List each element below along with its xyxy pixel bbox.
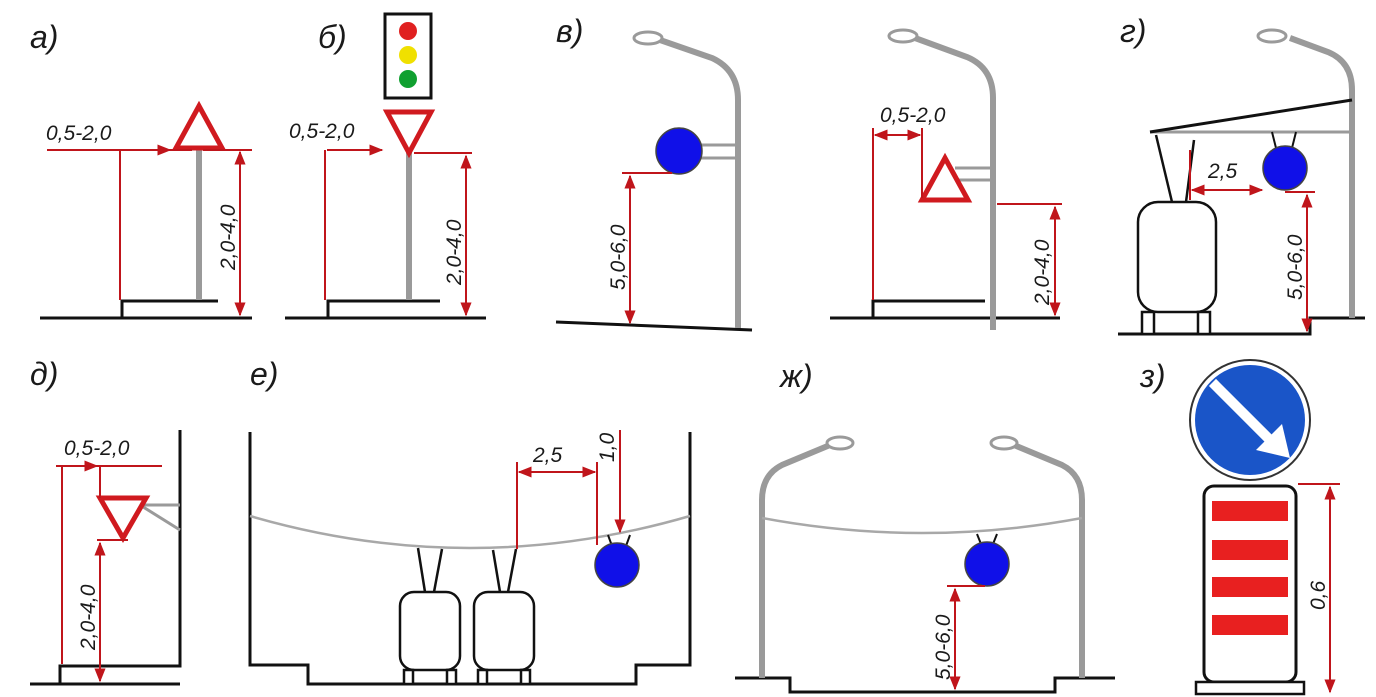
- traffic-light-icon: [383, 12, 433, 100]
- round-sign-icon: [594, 542, 640, 588]
- street-profile: [248, 432, 692, 686]
- bollard: [1194, 484, 1306, 696]
- lamp-head: [989, 435, 1019, 451]
- dim-vertical-label: 2,0-4,0: [443, 219, 466, 286]
- panel-label-zh: ж): [778, 358, 813, 394]
- triangle-sign-icon: [171, 100, 227, 151]
- panel-z: з) 0,6: [1139, 358, 1340, 696]
- triangle-sign-icon: [95, 495, 151, 544]
- panel-zh: ж) 5,0-6,0: [735, 358, 1115, 694]
- trolleybus-icon: [1136, 134, 1218, 336]
- triangle-sign-icon: [917, 152, 973, 203]
- ground-line: [555, 320, 753, 332]
- sign-hanger: [1291, 131, 1297, 149]
- dim-horizontal-label: 0,5-2,0: [46, 122, 112, 145]
- round-sign-icon: [655, 127, 703, 175]
- sign-bracket: [139, 503, 181, 532]
- lamp-head: [887, 28, 919, 44]
- panel-label-e: е): [250, 356, 278, 392]
- panel-label-v: в): [556, 13, 583, 49]
- panel-label-b: б): [318, 19, 347, 55]
- building-wall: [58, 430, 182, 684]
- contact-wire: [761, 516, 1083, 535]
- trolleybus-icon: [398, 547, 462, 686]
- curb: [871, 299, 985, 318]
- panel-label-d: д): [30, 356, 58, 392]
- dim-horizontal-label: 2,5: [1207, 160, 1238, 183]
- dim-vertical-label: 5,0-6,0: [932, 614, 955, 680]
- sign-hanger: [625, 534, 631, 547]
- curb: [120, 299, 218, 318]
- lamp-pole: [913, 35, 996, 330]
- dim-vertical-label: 5,0-6,0: [1284, 234, 1307, 300]
- street-profile: [735, 676, 1115, 694]
- panel-label-g: г): [1120, 13, 1146, 49]
- panel-b: б) 0,5-2,0 2,0-4,0: [285, 12, 486, 320]
- panel-d: д) 0,5-2,0 2,0-4,0: [30, 356, 182, 686]
- trolleybus-icon: [472, 548, 536, 686]
- dim-vertical-label: 2,0-4,0: [77, 584, 100, 651]
- dim-vertical-label: 1,0: [596, 432, 619, 462]
- lamp-pole: [1012, 442, 1085, 678]
- sign-hanger: [1271, 131, 1277, 149]
- keep-right-sign-icon: [1189, 359, 1311, 481]
- dim-horizontal-label: 0,5-2,0: [880, 104, 946, 127]
- panel-a: а) 0,5-2,0 2,0-4,0: [30, 19, 252, 320]
- round-sign-icon: [964, 541, 1010, 587]
- dim-horizontal-label: 2,5: [532, 444, 563, 467]
- round-sign-icon: [1262, 145, 1308, 191]
- curb: [326, 299, 440, 318]
- triangle-sign-icon: [382, 109, 436, 159]
- lamp-head: [632, 30, 664, 46]
- dim-horizontal-label: 0,5-2,0: [64, 437, 130, 460]
- lamp-head: [825, 435, 855, 451]
- catenary-wire: [1149, 98, 1353, 134]
- dim-horizontal-label: 0,5-2,0: [289, 120, 355, 143]
- panel-label-z: з): [1139, 358, 1166, 394]
- lamp-head: [1256, 28, 1288, 44]
- panel-label-a: а): [30, 19, 58, 55]
- panel-g: г) 2,5 5,0-6,0: [1118, 13, 1365, 336]
- lamp-pole: [1288, 35, 1355, 318]
- dim-vertical-label-left: 5,0-6,0: [607, 224, 630, 290]
- lamp-pole: [759, 442, 832, 678]
- dim-vertical-label: 0,6: [1307, 580, 1330, 610]
- panel-v: в) 5,0-6,0 0,5-2,0 2,0-4,0: [555, 13, 1062, 332]
- contact-wire: [249, 514, 691, 550]
- dim-vertical-label-right: 2,0-4,0: [1031, 239, 1054, 306]
- panel-e: е) 2,5 1,0: [248, 356, 692, 686]
- lamp-pole: [659, 37, 741, 328]
- dim-vertical-label: 2,0-4,0: [217, 204, 240, 271]
